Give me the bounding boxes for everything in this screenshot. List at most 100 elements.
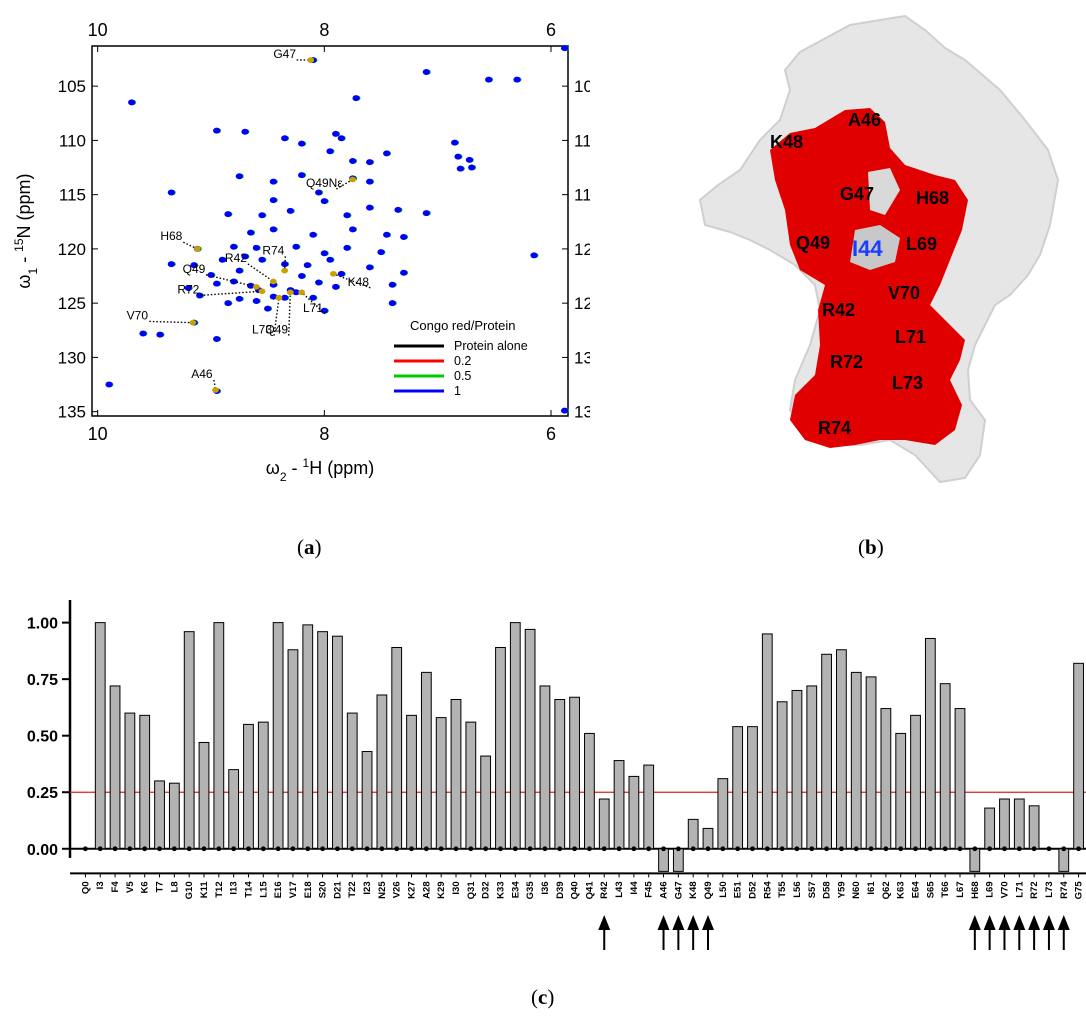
peak-label: H68 (160, 229, 182, 243)
x-tick-label-bottom: 6 (546, 424, 556, 444)
peak (241, 128, 249, 135)
peak (468, 164, 476, 171)
category-label: T12 (214, 881, 225, 897)
category-label: L15 (258, 881, 269, 898)
bar (154, 780, 165, 850)
bar (509, 622, 521, 850)
bar-baseline-dot (290, 846, 296, 852)
peak-leader-line (183, 241, 198, 250)
category-label: A46 (659, 881, 670, 898)
bar-baseline-dot (913, 846, 918, 852)
category-label: D58 (822, 881, 833, 898)
y-tick-label-left: 130 (58, 348, 86, 367)
bar-baseline-dot (720, 846, 726, 852)
peak (332, 283, 340, 290)
peak (326, 256, 334, 263)
category-label: G47 (673, 881, 684, 899)
category-label: E16 (273, 881, 284, 898)
peak-label: R72 (177, 282, 199, 296)
residue-label: A46 (848, 110, 881, 130)
category-label: E18 (303, 881, 314, 898)
bar (272, 622, 284, 850)
y-tick-label-right: 105 (574, 77, 590, 96)
residue-label: I44 (852, 236, 883, 261)
peak (388, 281, 396, 288)
category-label: T55 (777, 881, 788, 898)
category-label: Q41 (584, 881, 595, 900)
bar (524, 628, 536, 850)
category-label: A28 (421, 881, 432, 898)
category-label: R74 (1059, 881, 1070, 899)
bar-baseline-dot (675, 846, 681, 852)
peak-leader-line (149, 320, 193, 324)
category-label: Q40 (570, 881, 581, 899)
bar (480, 755, 492, 850)
peak (286, 207, 294, 214)
bar-baseline-dot (957, 846, 963, 852)
category-label: R72 (1029, 881, 1040, 898)
bar-baseline-dot (394, 846, 400, 852)
peak (456, 165, 464, 172)
peak (196, 292, 204, 299)
peak (343, 212, 351, 219)
bar-baseline-dot (661, 846, 666, 852)
peak (269, 226, 277, 233)
bar-baseline-dot (853, 846, 859, 852)
highlight-arrow-head (1042, 915, 1055, 930)
bar (999, 798, 1010, 850)
peak (377, 249, 385, 256)
hsqc-spectrum-plot: 10 10 8 8 6 6 105 105 110 110 115 115 120 120 125 125 13… (12, 20, 590, 484)
category-label: I61 (866, 881, 877, 895)
peak (326, 148, 334, 155)
category-label: S57 (807, 881, 818, 898)
peak-leader-line (205, 274, 257, 288)
bar (643, 764, 655, 850)
bar (1058, 848, 1070, 872)
peak (258, 212, 266, 219)
peak (156, 331, 164, 338)
bar-baseline-dot (572, 846, 577, 852)
category-label: K63 (896, 881, 907, 898)
bar-baseline-dot (1002, 846, 1007, 852)
bar-baseline-dot (631, 846, 637, 852)
peak (235, 173, 243, 180)
legend-entry: 0.2 (454, 354, 471, 368)
category-label: L71 (1014, 881, 1025, 898)
category-label: F45 (644, 881, 655, 898)
bar-baseline-dot (927, 846, 933, 852)
category-label: K48 (688, 881, 699, 898)
bar (361, 751, 373, 850)
bar-baseline-dot (824, 846, 829, 852)
peak (258, 256, 266, 263)
assigned-peak (189, 319, 197, 326)
peak-label: V70 (127, 308, 149, 322)
peak (394, 206, 402, 213)
peak (292, 243, 300, 250)
residue-label: Q49 (796, 233, 830, 253)
x-tick-label-top: 6 (546, 20, 556, 40)
bar (450, 699, 462, 850)
bar-baseline-dot (705, 846, 711, 852)
bar-baseline-dot (557, 846, 563, 852)
peak-leader-line (333, 273, 371, 289)
bar (302, 624, 314, 850)
bar (761, 633, 773, 850)
peak (383, 150, 391, 157)
bar (287, 649, 299, 850)
y-tick-label-right: 120 (574, 240, 590, 259)
x-tick-label-top: 8 (319, 20, 329, 40)
peak (530, 252, 538, 259)
bar (717, 778, 729, 850)
bar (910, 714, 921, 850)
category-label: I44 (629, 881, 640, 895)
bar-baseline-dot (690, 846, 696, 852)
y-tick-label-left: 110 (59, 131, 86, 150)
peak (337, 270, 345, 277)
peak-label: G47 (273, 47, 296, 61)
highlight-arrow-head (657, 915, 670, 930)
peak (213, 280, 221, 287)
peak-label: R42 (225, 251, 247, 265)
bar-baseline-dot (1031, 846, 1037, 852)
bar-baseline-dot (438, 846, 444, 852)
y-axis-label: ω1 - 15N (ppm) (12, 173, 40, 288)
